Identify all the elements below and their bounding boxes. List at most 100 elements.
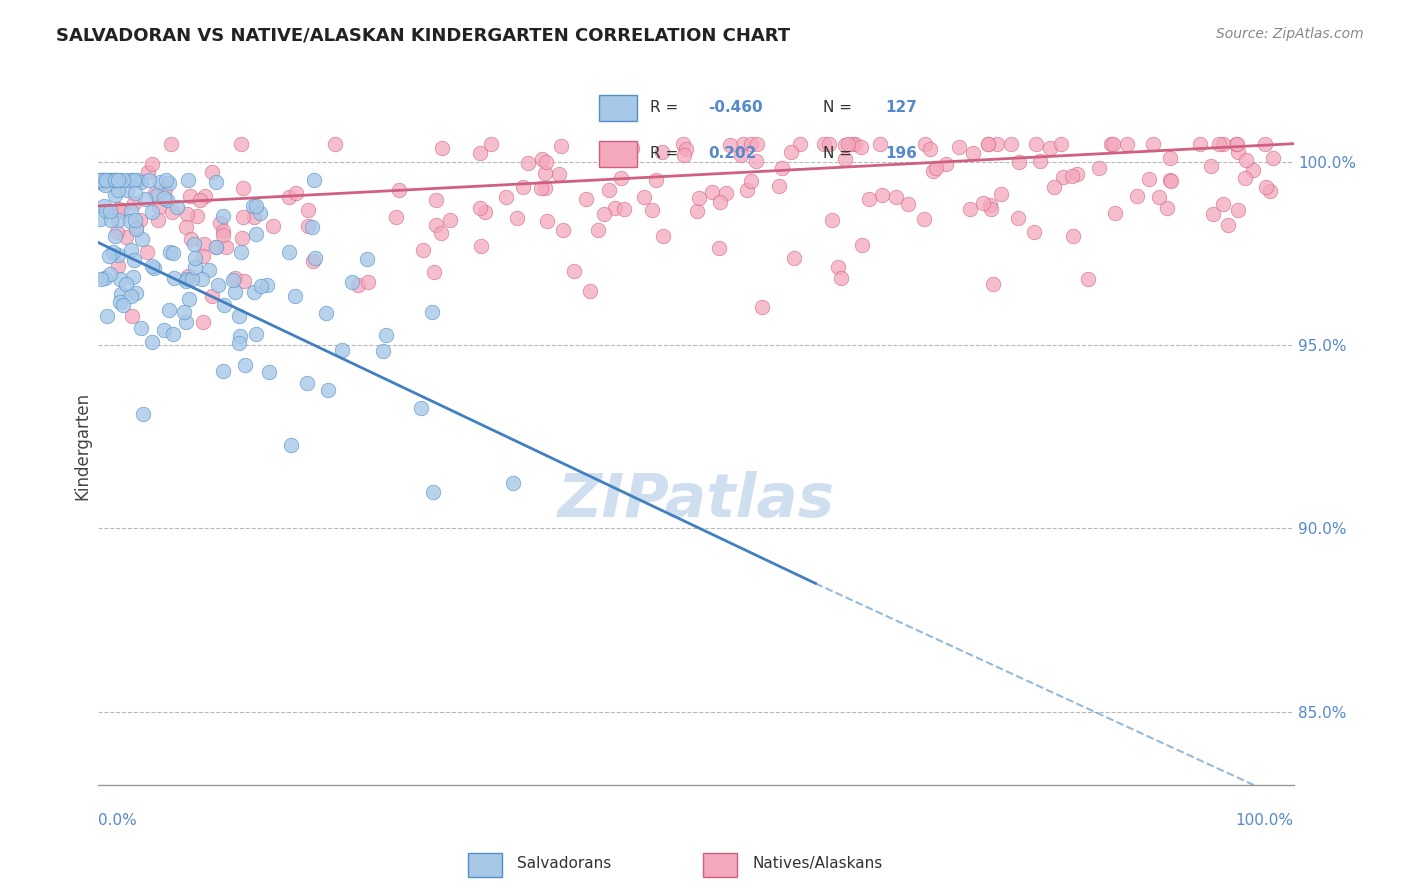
Point bbox=[228, 309, 250, 323]
Point bbox=[129, 175, 152, 189]
Point bbox=[174, 315, 197, 329]
Point bbox=[1099, 136, 1122, 151]
Point bbox=[143, 186, 166, 200]
Point bbox=[132, 407, 155, 421]
Point bbox=[98, 249, 121, 263]
Point bbox=[1189, 136, 1212, 151]
Point bbox=[214, 298, 236, 312]
Point bbox=[1126, 189, 1149, 203]
Point bbox=[506, 211, 529, 225]
Point bbox=[330, 343, 353, 358]
Point bbox=[232, 210, 254, 224]
Point bbox=[101, 173, 124, 187]
Point bbox=[1062, 229, 1084, 244]
Point bbox=[980, 202, 1002, 217]
Point bbox=[145, 188, 167, 202]
Point bbox=[141, 157, 163, 171]
Point bbox=[93, 178, 115, 192]
Point bbox=[1022, 225, 1045, 239]
Point bbox=[745, 153, 768, 168]
Point bbox=[870, 187, 893, 202]
Point bbox=[707, 241, 730, 255]
Point bbox=[212, 228, 235, 243]
Point bbox=[672, 136, 695, 151]
Point bbox=[356, 252, 378, 266]
Text: Natives/Alaskans: Natives/Alaskans bbox=[752, 856, 883, 871]
Point bbox=[534, 166, 557, 180]
Point bbox=[297, 202, 319, 217]
Point bbox=[1025, 136, 1047, 151]
Point bbox=[131, 232, 153, 246]
Point bbox=[1142, 136, 1164, 151]
Point bbox=[257, 364, 280, 378]
Point bbox=[495, 190, 517, 204]
Point bbox=[914, 136, 936, 151]
Point bbox=[208, 216, 231, 230]
Point bbox=[1212, 196, 1234, 211]
Text: 0.0%: 0.0% bbox=[98, 814, 138, 828]
Point bbox=[740, 136, 762, 151]
Point bbox=[229, 245, 252, 260]
Point bbox=[1066, 167, 1088, 181]
Point bbox=[575, 192, 598, 206]
Point bbox=[100, 173, 122, 187]
Point bbox=[193, 236, 215, 251]
Point bbox=[548, 167, 571, 181]
Text: -0.460: -0.460 bbox=[709, 100, 763, 115]
Point bbox=[1263, 151, 1285, 165]
Point bbox=[1008, 155, 1031, 169]
Point bbox=[104, 173, 127, 187]
Point bbox=[138, 173, 160, 187]
Point bbox=[159, 244, 181, 259]
Point bbox=[972, 195, 994, 210]
Point bbox=[228, 336, 250, 351]
Point bbox=[262, 219, 284, 233]
Point bbox=[851, 238, 873, 252]
Text: 196: 196 bbox=[886, 146, 918, 161]
Point bbox=[479, 136, 502, 151]
Point bbox=[89, 212, 111, 227]
Point bbox=[129, 213, 152, 227]
Point bbox=[162, 326, 184, 341]
Point bbox=[245, 327, 267, 342]
Point bbox=[166, 200, 188, 214]
Point bbox=[425, 219, 447, 233]
Point bbox=[673, 148, 696, 162]
Point bbox=[242, 198, 264, 212]
Point bbox=[1088, 161, 1111, 176]
Point bbox=[603, 201, 626, 215]
Point bbox=[243, 210, 266, 224]
Point bbox=[120, 289, 142, 303]
Point bbox=[249, 205, 271, 219]
Point bbox=[129, 321, 152, 335]
Point bbox=[531, 152, 554, 166]
Point bbox=[1159, 173, 1181, 187]
Point bbox=[224, 285, 246, 300]
Point bbox=[1241, 162, 1264, 177]
Point bbox=[284, 289, 307, 303]
Point bbox=[174, 274, 197, 288]
Point bbox=[184, 252, 207, 266]
Point bbox=[858, 193, 880, 207]
Bar bbox=[599, 141, 637, 167]
Point bbox=[180, 232, 202, 246]
Point bbox=[1226, 145, 1249, 160]
Point bbox=[422, 305, 444, 319]
Point bbox=[245, 199, 267, 213]
Point bbox=[110, 286, 132, 301]
Point bbox=[104, 188, 127, 202]
Point bbox=[990, 186, 1012, 201]
Point bbox=[112, 173, 135, 187]
Point bbox=[93, 198, 115, 212]
Point bbox=[148, 200, 170, 214]
Point bbox=[783, 251, 806, 265]
Text: Salvadorans: Salvadorans bbox=[517, 856, 612, 871]
Point bbox=[356, 276, 378, 290]
Point bbox=[91, 173, 114, 187]
Point bbox=[315, 306, 337, 320]
Point bbox=[621, 141, 644, 155]
Point bbox=[897, 197, 920, 211]
Point bbox=[718, 138, 741, 153]
Point bbox=[142, 261, 165, 276]
Point bbox=[180, 271, 202, 285]
